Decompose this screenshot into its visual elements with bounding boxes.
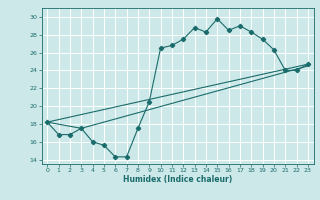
- X-axis label: Humidex (Indice chaleur): Humidex (Indice chaleur): [123, 175, 232, 184]
